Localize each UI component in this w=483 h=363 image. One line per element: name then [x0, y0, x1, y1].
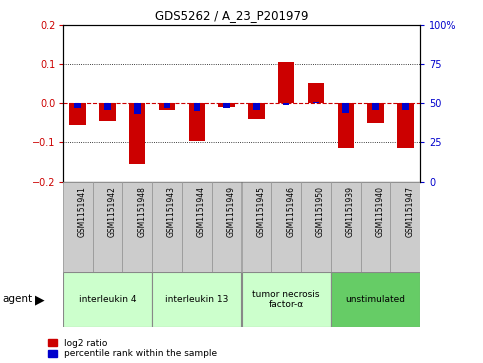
Text: agent: agent — [2, 294, 32, 305]
Bar — [152, 272, 242, 327]
Text: interleukin 13: interleukin 13 — [165, 295, 228, 304]
Text: GSM1151940: GSM1151940 — [376, 186, 384, 237]
Bar — [402, 103, 409, 110]
Bar — [63, 272, 152, 327]
Bar — [129, 103, 145, 164]
Bar — [331, 182, 361, 272]
Text: GSM1151947: GSM1151947 — [405, 186, 414, 237]
Bar — [361, 182, 390, 272]
Bar — [99, 103, 115, 121]
Bar — [301, 182, 331, 272]
Text: GDS5262 / A_23_P201979: GDS5262 / A_23_P201979 — [155, 9, 309, 22]
Bar — [152, 182, 182, 272]
Bar — [104, 103, 111, 110]
Text: GSM1151943: GSM1151943 — [167, 186, 176, 237]
Bar — [390, 182, 420, 272]
Bar — [283, 103, 289, 105]
Bar — [397, 103, 413, 148]
Bar — [242, 272, 331, 327]
Bar — [182, 182, 212, 272]
Bar — [331, 272, 420, 327]
Bar — [271, 182, 301, 272]
Text: tumor necrosis
factor-α: tumor necrosis factor-α — [253, 290, 320, 309]
Text: unstimulated: unstimulated — [345, 295, 406, 304]
Bar — [242, 182, 271, 272]
Bar — [218, 103, 235, 107]
Text: ▶: ▶ — [35, 293, 45, 306]
Bar — [313, 102, 319, 103]
Bar — [164, 103, 170, 108]
Bar — [308, 83, 324, 103]
Bar — [368, 103, 384, 123]
Bar — [122, 182, 152, 272]
Bar — [248, 103, 265, 119]
Legend: log2 ratio, percentile rank within the sample: log2 ratio, percentile rank within the s… — [48, 339, 217, 359]
Bar — [338, 103, 354, 148]
Text: GSM1151941: GSM1151941 — [78, 186, 86, 237]
Bar — [70, 103, 86, 125]
Text: GSM1151942: GSM1151942 — [108, 186, 116, 237]
Text: GSM1151944: GSM1151944 — [197, 186, 206, 237]
Bar — [223, 103, 230, 108]
Text: GSM1151949: GSM1151949 — [227, 186, 236, 237]
Text: interleukin 4: interleukin 4 — [79, 295, 136, 304]
Bar — [372, 103, 379, 110]
Text: GSM1151946: GSM1151946 — [286, 186, 295, 237]
Bar — [134, 103, 141, 114]
Bar — [93, 182, 122, 272]
Text: GSM1151948: GSM1151948 — [137, 186, 146, 237]
Bar — [212, 182, 242, 272]
Bar — [253, 103, 260, 110]
Bar — [63, 182, 93, 272]
Bar — [342, 103, 349, 113]
Bar — [278, 62, 294, 103]
Text: GSM1151945: GSM1151945 — [256, 186, 265, 237]
Bar — [159, 103, 175, 110]
Bar — [194, 103, 200, 111]
Bar — [74, 103, 81, 108]
Text: GSM1151950: GSM1151950 — [316, 186, 325, 237]
Text: GSM1151939: GSM1151939 — [346, 186, 355, 237]
Bar — [189, 103, 205, 140]
